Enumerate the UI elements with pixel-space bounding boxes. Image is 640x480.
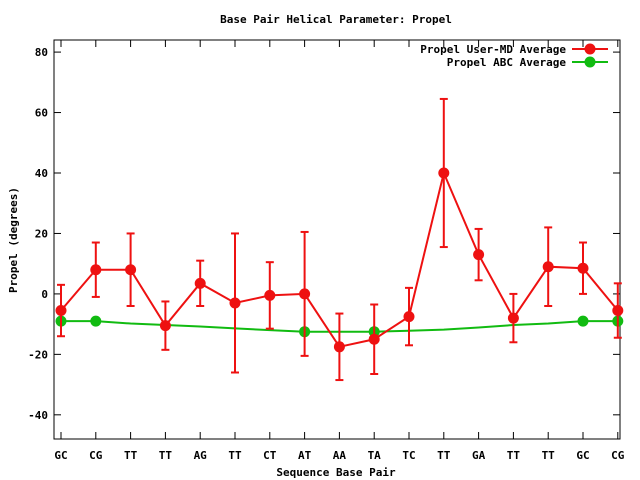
x-tick-label: TT xyxy=(159,449,173,462)
legend-label: Propel ABC Average xyxy=(447,56,567,69)
chart-title: Base Pair Helical Parameter: Propel xyxy=(220,13,452,26)
user-md-average-point xyxy=(612,305,624,317)
x-tick-label: TT xyxy=(507,449,521,462)
y-tick-label: 20 xyxy=(35,227,48,240)
plot-area-border xyxy=(53,39,621,440)
y-tick-label: 40 xyxy=(35,167,48,180)
user-md-average-point xyxy=(577,262,589,274)
x-tick-label: GC xyxy=(54,449,67,462)
legend-label: Propel User-MD Average xyxy=(420,43,566,56)
user-md-average-point xyxy=(542,261,554,273)
y-axis-label: Propel (degrees) xyxy=(7,187,20,293)
legend-swatch-marker xyxy=(584,56,596,68)
x-tick-label: TT xyxy=(124,449,138,462)
abc-average-point xyxy=(577,315,589,327)
axes: -40 -20 0 20 40 60 80 GC CG TT TT AG TT CT AT AA TA TC TT G… xyxy=(28,40,625,462)
x-tick-label: GC xyxy=(576,449,589,462)
user-md-average-point xyxy=(368,333,380,345)
user-md-average-point xyxy=(403,311,415,323)
user-md-average-point xyxy=(229,297,241,309)
x-tick-label: CG xyxy=(89,449,103,462)
y-tick-label: 80 xyxy=(35,46,48,59)
user-md-average-point xyxy=(264,289,276,301)
y-tick-label: 60 xyxy=(35,107,48,120)
x-tick-label: TT xyxy=(228,449,242,462)
x-tick-label: AA xyxy=(333,449,347,462)
x-tick-label: AT xyxy=(298,449,312,462)
x-tick-label: GA xyxy=(472,449,486,462)
user-md-average-point xyxy=(90,264,102,276)
series-layer xyxy=(55,97,624,382)
x-tick-label: TA xyxy=(368,449,382,462)
user-md-average-point xyxy=(55,305,67,317)
abc-average-point xyxy=(90,315,102,327)
x-tick-label: TC xyxy=(402,449,415,462)
x-tick-label: CT xyxy=(263,449,277,462)
y-tick-label: 0 xyxy=(41,288,48,301)
user-md-average-point xyxy=(333,341,345,353)
user-md-average-point xyxy=(125,264,137,276)
legend-swatch-marker xyxy=(584,43,596,55)
user-md-average-point xyxy=(507,312,519,324)
y-tick-label: -20 xyxy=(28,348,48,361)
x-tick-label: AG xyxy=(194,449,208,462)
user-md-average-point xyxy=(299,288,311,300)
user-md-average-point xyxy=(159,320,171,332)
user-md-average-point xyxy=(438,167,450,179)
x-tick-label: TT xyxy=(542,449,556,462)
x-axis-label: Sequence Base Pair xyxy=(276,466,396,479)
user-md-average-point xyxy=(473,249,485,261)
y-tick-label: -40 xyxy=(28,409,48,422)
user-md-average-point xyxy=(194,277,206,289)
x-tick-label: CG xyxy=(611,449,625,462)
x-tick-label: TT xyxy=(437,449,451,462)
